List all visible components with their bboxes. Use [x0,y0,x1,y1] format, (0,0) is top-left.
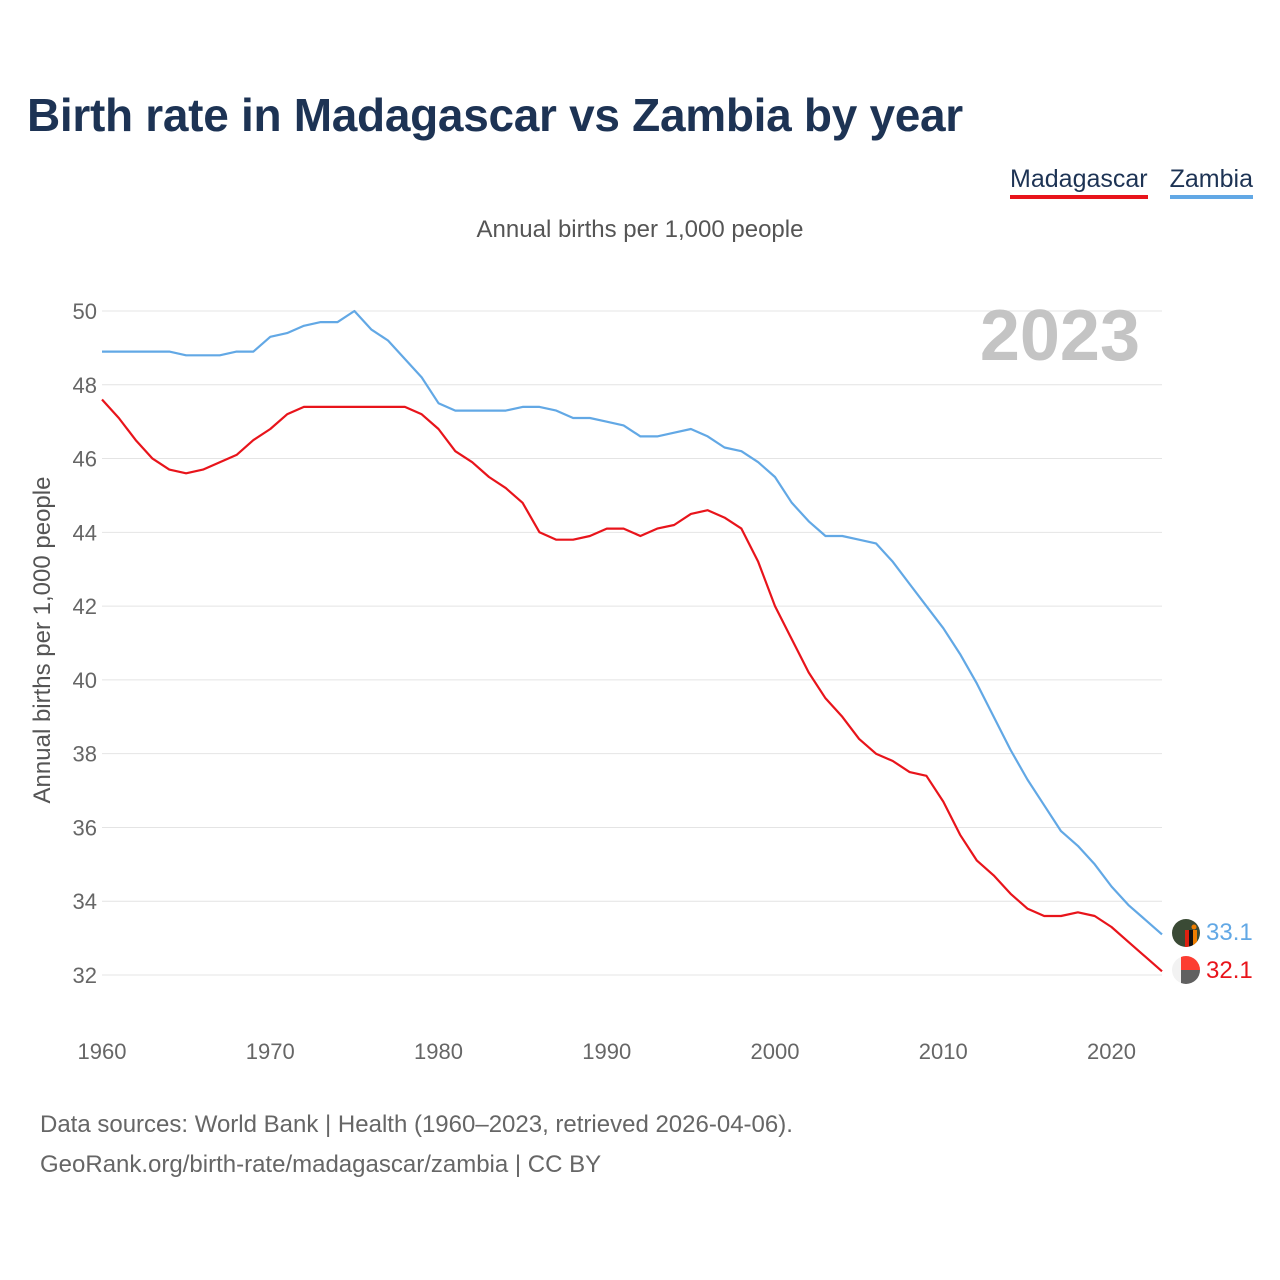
madagascar-flag-icon [1172,956,1200,984]
series-line-madagascar [101,398,1163,973]
end-label-madagascar: 32.1 [1206,957,1253,984]
zambia-flag-icon [1172,919,1200,947]
grid-lines [102,310,1162,976]
y-tick-label: 50 [73,299,97,324]
y-tick-label: 34 [73,889,97,914]
y-tick-label: 46 [73,447,97,472]
legend-item-madagascar[interactable]: Madagascar [1010,165,1148,199]
footer: Data sources: World Bank | Health (1960–… [40,1105,793,1185]
line-chart: 32 34 36 38 40 42 44 46 48 50 1960 1970 1980 1990 200… [29,296,1253,1064]
x-tick-label: 2020 [1087,1039,1136,1064]
y-tick-label: 42 [73,594,97,619]
y-tick-label: 36 [73,815,97,840]
footer-sources: Data sources: World Bank | Health (1960–… [40,1111,793,1138]
y-tick-label: 48 [73,373,97,398]
legend: Madagascar Zambia [1010,165,1253,199]
x-tick-label: 1970 [246,1039,295,1064]
series-line-zambia [102,309,1163,936]
y-axis-label: Annual births per 1,000 people [29,477,56,804]
x-tick-label: 1960 [78,1039,127,1064]
chart-title: Birth rate in Madagascar vs Zambia by ye… [27,89,963,141]
legend-item-zambia[interactable]: Zambia [1169,165,1253,199]
y-tick-label: 44 [73,520,97,545]
series-lines [101,309,1163,973]
y-tick-label: 32 [73,963,97,988]
footer-link[interactable]: GeoRank.org/birth-rate/madagascar/zambia… [40,1151,602,1178]
x-tick-label: 1980 [414,1039,463,1064]
x-tick-label: 2000 [751,1039,800,1064]
y-axis-ticks: 32 34 36 38 40 42 44 46 48 50 [73,299,97,988]
y-tick-label: 38 [73,742,97,767]
y-tick-label: 40 [73,668,97,693]
x-tick-label: 2010 [919,1039,968,1064]
chart-subtitle: Annual births per 1,000 people [476,216,804,243]
x-axis-ticks: 1960 1970 1980 1990 2000 2010 2020 [78,1039,1136,1064]
year-label: 2023 [980,296,1140,376]
end-label-zambia: 33.1 [1206,919,1253,946]
x-tick-label: 1990 [582,1039,631,1064]
